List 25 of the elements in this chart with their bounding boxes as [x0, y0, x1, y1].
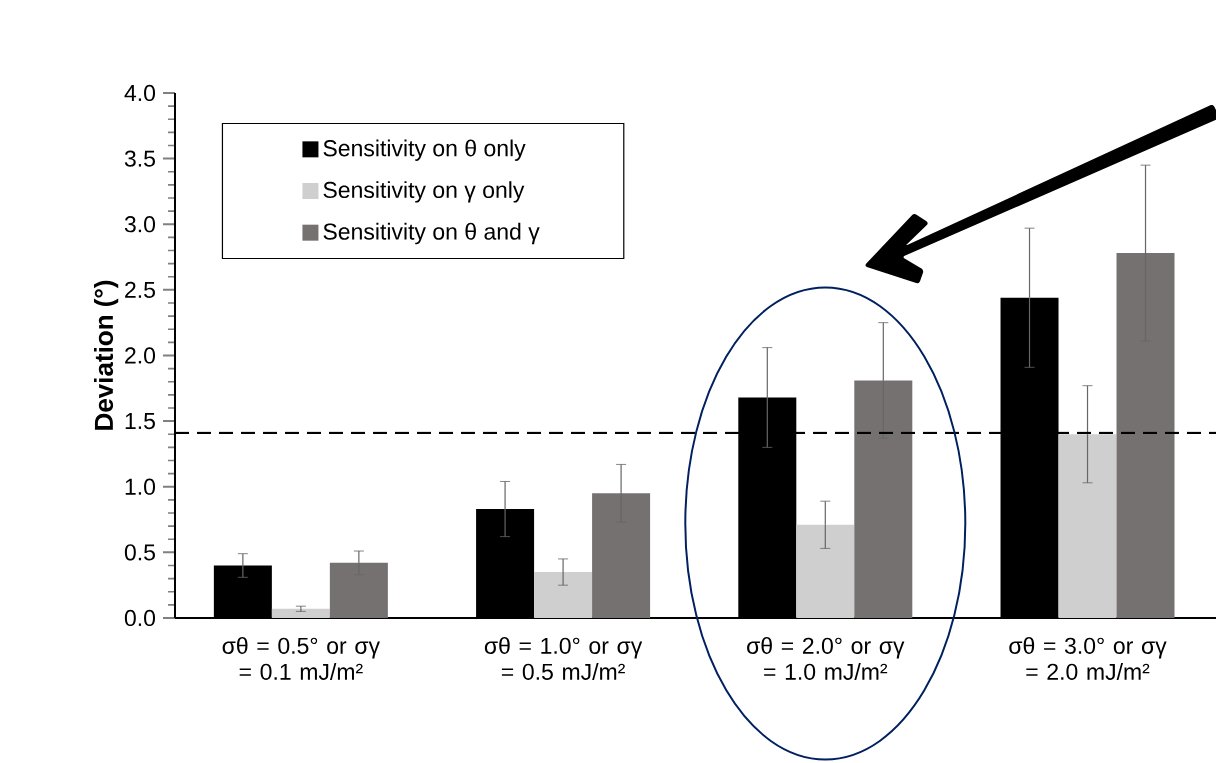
x-tick-label: σθ = 1.0° or σγ = 0.5 mJ/m² [484, 637, 643, 680]
y-tick-label: 1.0 [125, 478, 156, 495]
y-tick-label: 1.5 [125, 413, 155, 430]
bar [796, 524, 855, 618]
y-tick-label: 2.5 [125, 281, 155, 298]
bar [1058, 434, 1117, 618]
y-tick-label: 0.0 [124, 609, 156, 627]
y-tick-label: 3.5 [124, 150, 155, 167]
y-tick-label: 4.0 [124, 84, 156, 102]
x-tick-label: σθ = 2.0° or σγ = 1.0 mJ/m² [747, 637, 905, 680]
y-axis-title: Deviation (°) [93, 280, 119, 430]
bar [329, 562, 388, 618]
x-tick-label: σθ = 0.5° or σγ = 0.1 mJ/m² [222, 637, 380, 680]
bar [854, 380, 913, 618]
legend-label: Sensitivity on θ only [323, 139, 526, 161]
bar [592, 493, 651, 618]
y-tick-label: 3.0 [124, 216, 156, 233]
bar [1116, 253, 1175, 618]
legend-label: Sensitivity on θ and γ [323, 222, 540, 245]
y-tick-label: 0.5 [124, 544, 155, 561]
bar [534, 572, 593, 618]
bar [271, 608, 330, 618]
legend-label: Sensitivity on γ only [323, 181, 525, 203]
y-tick-label: 2.0 [125, 347, 156, 364]
x-tick-label: σθ = 3.0° or σγ = 2.0 mJ/m² [1009, 637, 1167, 680]
